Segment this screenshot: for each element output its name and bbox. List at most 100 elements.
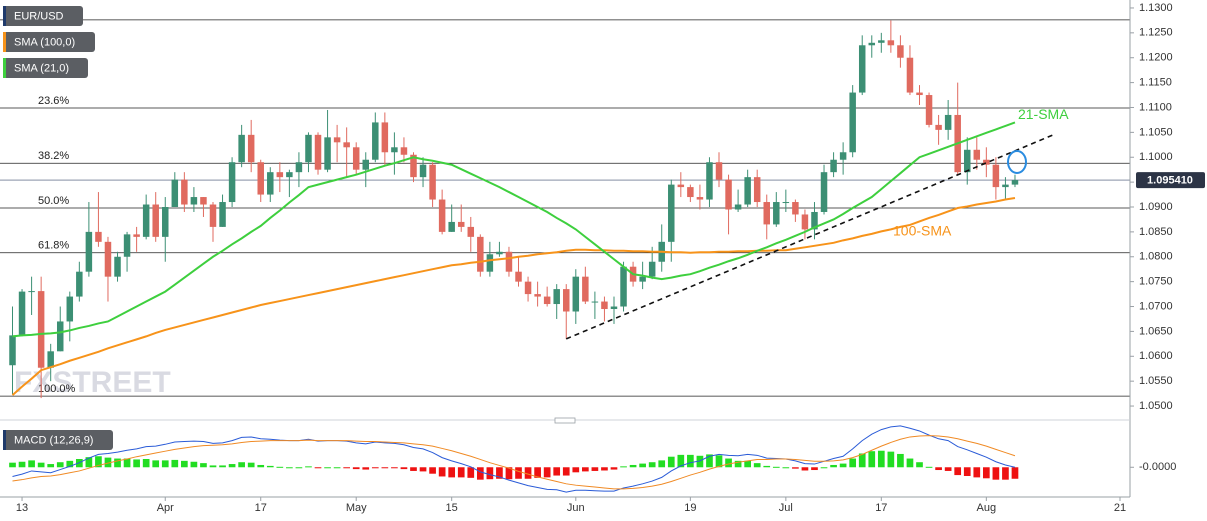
candle-body bbox=[992, 164, 1000, 188]
fib-level-label: 100.0% bbox=[38, 383, 76, 395]
macd-histogram-bar bbox=[782, 467, 790, 469]
macd-histogram-bar bbox=[763, 465, 771, 468]
macd-histogram-bar bbox=[944, 467, 952, 471]
candle-body bbox=[925, 95, 933, 125]
macd-histogram-bar bbox=[582, 467, 589, 472]
macd-histogram-bar bbox=[629, 464, 637, 468]
macd-line bbox=[12, 425, 1016, 493]
candle-body bbox=[515, 271, 522, 282]
macd-histogram-bar bbox=[295, 467, 303, 469]
macd-histogram-bar bbox=[801, 467, 809, 471]
candle-body bbox=[438, 199, 446, 232]
candle-body bbox=[219, 202, 226, 227]
macd-histogram-bar bbox=[362, 467, 370, 470]
macd-histogram-bar bbox=[811, 467, 818, 471]
candle-body bbox=[534, 294, 541, 297]
y-tick-label: 1.0850 bbox=[1139, 226, 1173, 238]
macd-histogram-bar bbox=[667, 456, 675, 468]
candle-body bbox=[1011, 180, 1019, 185]
candle-body bbox=[572, 276, 580, 312]
highlight-circle bbox=[1007, 150, 1027, 174]
macd-histogram-bar bbox=[142, 459, 150, 468]
legend-swatch bbox=[3, 6, 6, 26]
candle-body bbox=[849, 92, 856, 153]
y-tick-label: 1.1100 bbox=[1139, 101, 1172, 113]
macd-histogram-bar bbox=[247, 462, 255, 468]
macd-histogram-bar bbox=[209, 465, 217, 468]
legend-swatch bbox=[3, 430, 6, 450]
candle-body bbox=[753, 177, 761, 203]
macd-histogram-bar bbox=[935, 467, 942, 471]
candle-body bbox=[372, 122, 379, 160]
candle-body bbox=[601, 301, 608, 310]
macd-histogram-bar bbox=[333, 467, 341, 469]
macd-histogram-bar bbox=[515, 467, 522, 479]
legend-box[interactable] bbox=[3, 6, 83, 26]
candle-body bbox=[1002, 184, 1009, 188]
candle-body bbox=[620, 266, 627, 307]
macd-histogram-bar bbox=[438, 467, 446, 477]
candle-body bbox=[37, 291, 45, 368]
macd-histogram-bar bbox=[47, 464, 55, 468]
macd-histogram-bar bbox=[200, 463, 207, 468]
candle-body bbox=[305, 134, 312, 163]
legend-label: SMA (100,0) bbox=[14, 36, 75, 48]
x-tick-label: Apr bbox=[157, 502, 174, 514]
macd-title: MACD (12,26,9) bbox=[14, 434, 93, 446]
candle-body bbox=[820, 172, 828, 212]
candle-body bbox=[543, 296, 551, 305]
sma-annotation: 100-SMA bbox=[893, 223, 952, 239]
macd-histogram-bar bbox=[161, 460, 169, 468]
y-tick-label: 1.1300 bbox=[1139, 2, 1173, 14]
macd-histogram-bar bbox=[410, 467, 417, 471]
macd-histogram-bar bbox=[658, 460, 666, 468]
macd-panel: -0.0000 bbox=[9, 425, 1176, 493]
macd-histogram-bar bbox=[18, 461, 26, 468]
candle-body bbox=[152, 204, 159, 237]
candle-body bbox=[133, 234, 140, 237]
candle-body bbox=[200, 197, 207, 205]
legend-box[interactable] bbox=[3, 58, 88, 78]
macd-histogram-bar bbox=[916, 462, 923, 468]
candle-body bbox=[496, 251, 503, 255]
macd-histogram-bar bbox=[830, 464, 837, 468]
macd-histogram-bar bbox=[9, 462, 16, 468]
candle-body bbox=[381, 122, 389, 153]
candle-body bbox=[333, 137, 341, 143]
y-tick-label: 1.1250 bbox=[1139, 27, 1173, 39]
macd-histogram-bar bbox=[476, 467, 484, 480]
legend-label: SMA (21,0) bbox=[14, 62, 69, 74]
macd-histogram-bar bbox=[381, 467, 389, 469]
macd-histogram-bar bbox=[324, 467, 331, 469]
candle-body bbox=[610, 306, 618, 310]
candle-body bbox=[419, 164, 427, 178]
legend-box[interactable] bbox=[3, 430, 113, 450]
x-tick-label: 15 bbox=[446, 502, 458, 514]
candle-body bbox=[696, 197, 704, 200]
legend-box[interactable] bbox=[3, 32, 95, 52]
candle-body bbox=[448, 221, 455, 232]
macd-histogram-bar bbox=[734, 460, 742, 468]
panel-resize-handle[interactable] bbox=[554, 417, 576, 424]
candle-body bbox=[524, 281, 532, 295]
macd-histogram-bar bbox=[171, 459, 179, 468]
macd-histogram-bar bbox=[123, 458, 131, 468]
candle-body bbox=[916, 92, 923, 96]
candle-body bbox=[257, 162, 264, 195]
candle-body bbox=[944, 114, 952, 130]
y-tick-label: 1.0500 bbox=[1139, 400, 1173, 412]
macd-histogram-bar bbox=[543, 467, 551, 478]
candle-body bbox=[973, 149, 981, 160]
candle-body bbox=[314, 134, 322, 170]
candle-body bbox=[209, 204, 217, 227]
macd-histogram-bar bbox=[524, 467, 532, 479]
macd-histogram-bar bbox=[391, 467, 398, 469]
macd-histogram-bar bbox=[562, 467, 570, 476]
macd-line bbox=[12, 435, 1016, 490]
macd-histogram-bar bbox=[687, 454, 694, 468]
candle-body bbox=[9, 335, 16, 366]
candle-body bbox=[114, 256, 121, 277]
